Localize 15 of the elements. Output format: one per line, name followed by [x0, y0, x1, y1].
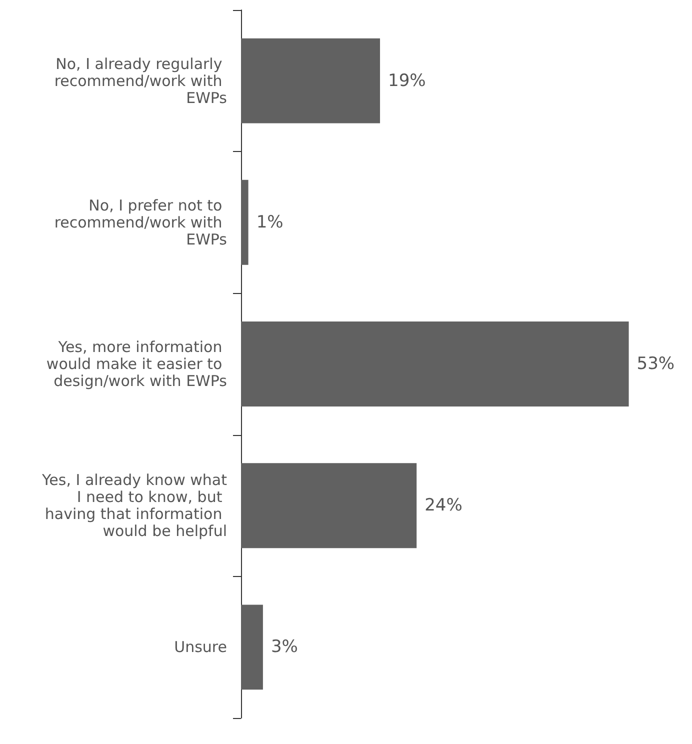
data-label: 3%	[270, 637, 298, 658]
data-label: 19%	[388, 70, 426, 91]
data-label: 24%	[424, 496, 462, 516]
y-tick-label: Yes, I already know what I need to know, but having that information would be helpful	[41, 471, 228, 540]
bar	[241, 322, 629, 406]
y-tick-label: Yes, more information would make it easier to design/work with EWPs	[46, 338, 228, 390]
bar	[241, 180, 248, 265]
data-label: 1%	[256, 212, 284, 232]
bar	[241, 38, 380, 124]
data-label: 53%	[636, 354, 675, 374]
bar	[241, 463, 417, 548]
y-tick-label: No, I already regularly recommend/work with EWPs	[54, 54, 228, 107]
bar	[241, 604, 263, 690]
y-tick-label: Unsure	[174, 638, 227, 656]
y-tick-label: No, I prefer not to recommend/work with EWPs	[54, 196, 228, 248]
